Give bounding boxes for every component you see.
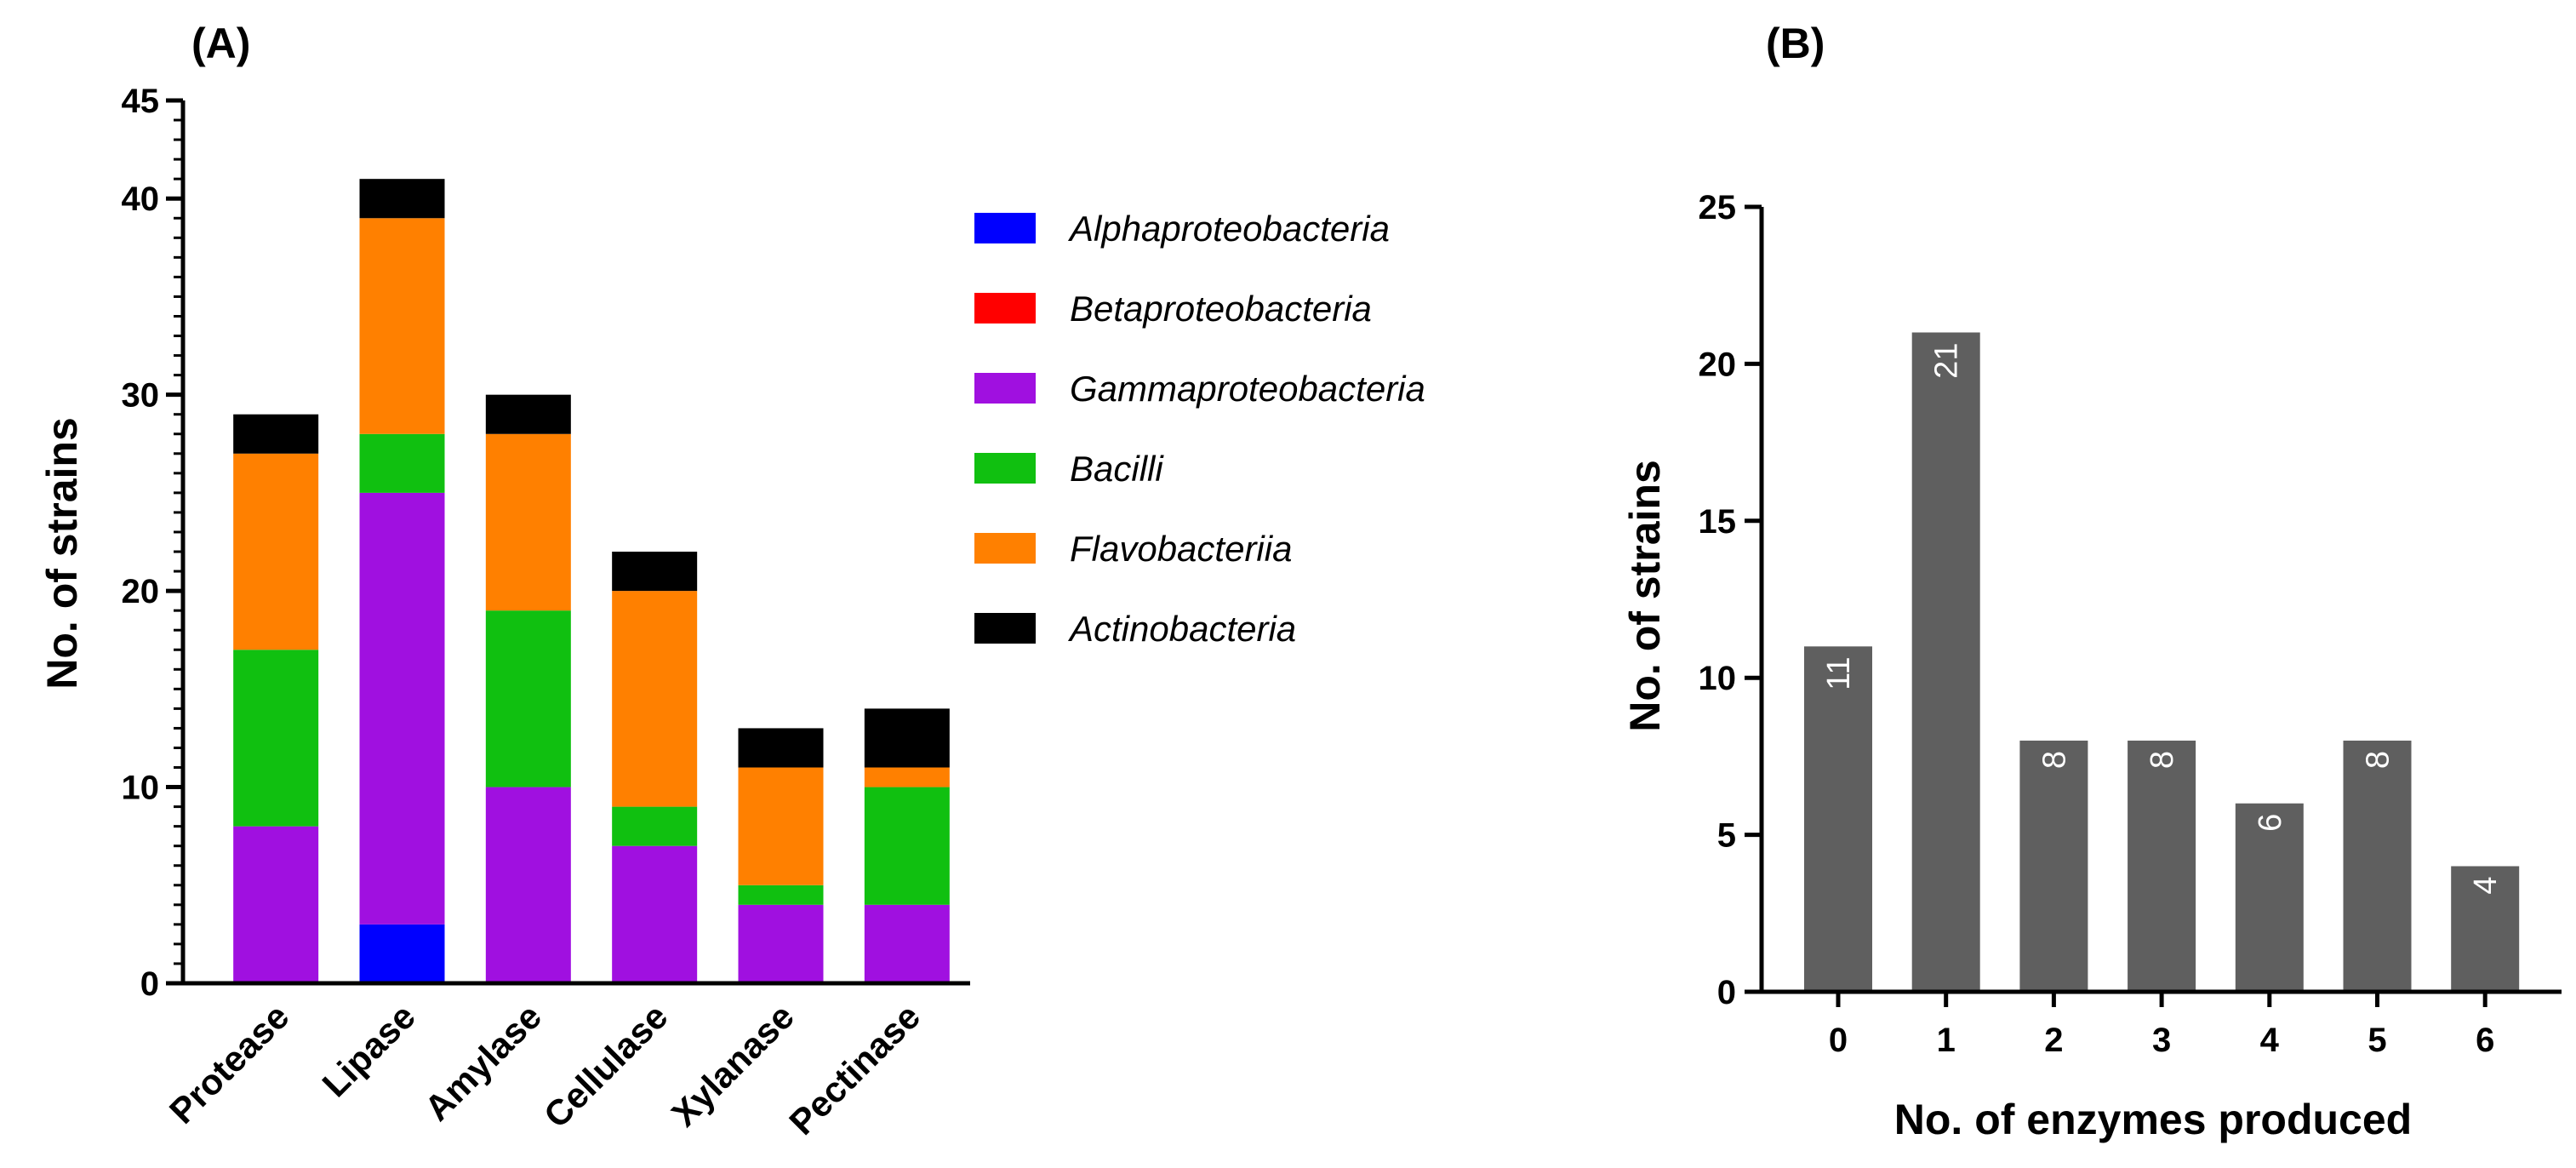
bar-segment-gammaproteobacteria-amylase <box>485 787 571 983</box>
x-tick-label-6: 6 <box>2476 1022 2494 1059</box>
bar-segment-gammaproteobacteria-protease <box>233 826 319 983</box>
bar-5 <box>2343 740 2412 992</box>
y-tick-label-45: 45 <box>122 83 160 120</box>
bar-6 <box>2451 866 2520 992</box>
bar-segment-bacilli-xylanase <box>738 885 824 905</box>
legend-label-actinobacteria: Actinobacteria <box>1067 609 1296 649</box>
bar-segment-actinobacteria-pectinase <box>864 708 950 768</box>
x-tick-label-4: 4 <box>2260 1022 2280 1059</box>
panel-a-legend: Alphaproteobacteria Betaproteobacteria Gam… <box>974 209 1425 649</box>
y-tick-label-5: 5 <box>1717 817 1736 855</box>
bar-2 <box>2019 740 2088 992</box>
legend-label-flavobacteriia: Flavobacteriia <box>1070 529 1292 569</box>
x-tick-label-0: 0 <box>1829 1022 1848 1059</box>
x-tick-label-5: 5 <box>2368 1022 2386 1059</box>
y-tick-label-10: 10 <box>122 770 160 807</box>
bar-segment-gammaproteobacteria-cellulase <box>612 845 698 983</box>
y-tick-label-20: 20 <box>122 573 160 610</box>
bar-segment-flavobacteriia-pectinase <box>864 767 950 787</box>
panel-b-bars: 11 21 8 8 6 8 4 <box>1804 332 2520 992</box>
data-label-6: 4 <box>2468 876 2504 894</box>
data-label-0: 11 <box>1821 656 1857 690</box>
bar-segment-flavobacteriia-cellulase <box>612 591 698 807</box>
x-tick-label-amylase: Amylase <box>417 996 549 1128</box>
bar-4 <box>2235 803 2304 992</box>
bar-segment-actinobacteria-xylanase <box>738 728 824 768</box>
panel-b-x-axis-title: No. of enzymes produced <box>1894 1096 2412 1143</box>
legend-swatch-bacilli <box>974 453 1036 484</box>
legend-swatch-gammaproteobacteria <box>974 373 1036 404</box>
y-tick-label-0: 0 <box>140 965 159 1003</box>
bar-segment-bacilli-amylase <box>485 610 571 787</box>
panel-a: (A) No. of strains Protease LipaseAmylase… <box>38 20 1425 1142</box>
legend-swatch-alphaproteobacteria <box>974 213 1036 243</box>
legend-swatch-actinobacteria <box>974 613 1036 644</box>
y-tick-label-30: 30 <box>122 377 160 415</box>
panel-a-bars <box>233 179 950 983</box>
bar-3 <box>2128 740 2196 992</box>
data-label-2: 8 <box>2036 751 2072 769</box>
x-tick-label-protease: Protease <box>162 996 297 1131</box>
bar-segment-gammaproteobacteria-xylanase <box>738 904 824 983</box>
bar-segment-flavobacteriia-xylanase <box>738 767 824 885</box>
bar-segment-bacilli-protease <box>233 650 319 827</box>
panel-a-y-axis-title: No. of strains <box>38 417 86 689</box>
legend-label-bacilli: Bacilli <box>1070 449 1164 489</box>
x-tick-label-lipase: Lipase <box>315 996 423 1104</box>
legend-label-gammaproteobacteria: Gammaproteobacteria <box>1070 369 1425 409</box>
y-tick-label-40: 40 <box>122 180 160 218</box>
bar-segment-gammaproteobacteria-pectinase <box>864 904 950 983</box>
bar-segment-actinobacteria-lipase <box>359 179 445 219</box>
bar-segment-alphaproteobacteria-lipase <box>359 924 445 983</box>
bar-segment-flavobacteriia-protease <box>233 453 319 650</box>
x-tick-label-pectinase: Pectinase <box>781 996 928 1142</box>
data-label-5: 8 <box>2361 751 2396 769</box>
panel-a-label: (A) <box>191 20 250 67</box>
y-tick-label-25: 25 <box>1699 189 1737 226</box>
y-tick-label-10: 10 <box>1699 660 1737 697</box>
data-label-3: 8 <box>2145 751 2180 769</box>
x-tick-label-2: 2 <box>2044 1022 2063 1059</box>
y-tick-label-20: 20 <box>1699 346 1737 383</box>
bar-segment-bacilli-pectinase <box>864 787 950 905</box>
data-label-4: 6 <box>2253 814 2288 832</box>
panel-b-axes: 0 1 2 3 4 5 6 0 5 10 15 20 25 <box>1699 189 2562 1059</box>
bar-segment-actinobacteria-protease <box>233 414 319 454</box>
legend-swatch-flavobacteriia <box>974 533 1036 564</box>
bar-segment-bacilli-lipase <box>359 433 445 493</box>
bar-segment-flavobacteriia-lipase <box>359 218 445 434</box>
bar-segment-flavobacteriia-amylase <box>485 433 571 611</box>
bar-segment-actinobacteria-amylase <box>485 394 571 434</box>
bar-1 <box>1911 332 1980 992</box>
y-tick-label-0: 0 <box>1717 974 1736 1011</box>
legend-label-alphaproteobacteria: Alphaproteobacteria <box>1067 209 1390 249</box>
legend-label-betaproteobacteria: Betaproteobacteria <box>1070 289 1372 329</box>
panel-b-label: (B) <box>1766 20 1825 67</box>
bar-segment-actinobacteria-cellulase <box>612 552 698 592</box>
panel-b: (B) No. of strains No. of enzymes produc… <box>1621 20 2562 1143</box>
bar-segment-gammaproteobacteria-lipase <box>359 492 445 925</box>
y-tick-label-15: 15 <box>1699 503 1737 541</box>
bar-0 <box>1804 646 1872 992</box>
panel-b-y-axis-title: No. of strains <box>1621 460 1669 731</box>
x-tick-label-xylanase: Xylanase <box>664 996 802 1134</box>
bar-segment-bacilli-cellulase <box>612 806 698 846</box>
x-tick-label-3: 3 <box>2152 1022 2171 1059</box>
x-tick-label-cellulase: Cellulase <box>536 996 676 1136</box>
legend-swatch-betaproteobacteria <box>974 293 1036 323</box>
x-tick-label-1: 1 <box>1937 1022 1956 1059</box>
data-label-1: 21 <box>1929 343 1965 379</box>
